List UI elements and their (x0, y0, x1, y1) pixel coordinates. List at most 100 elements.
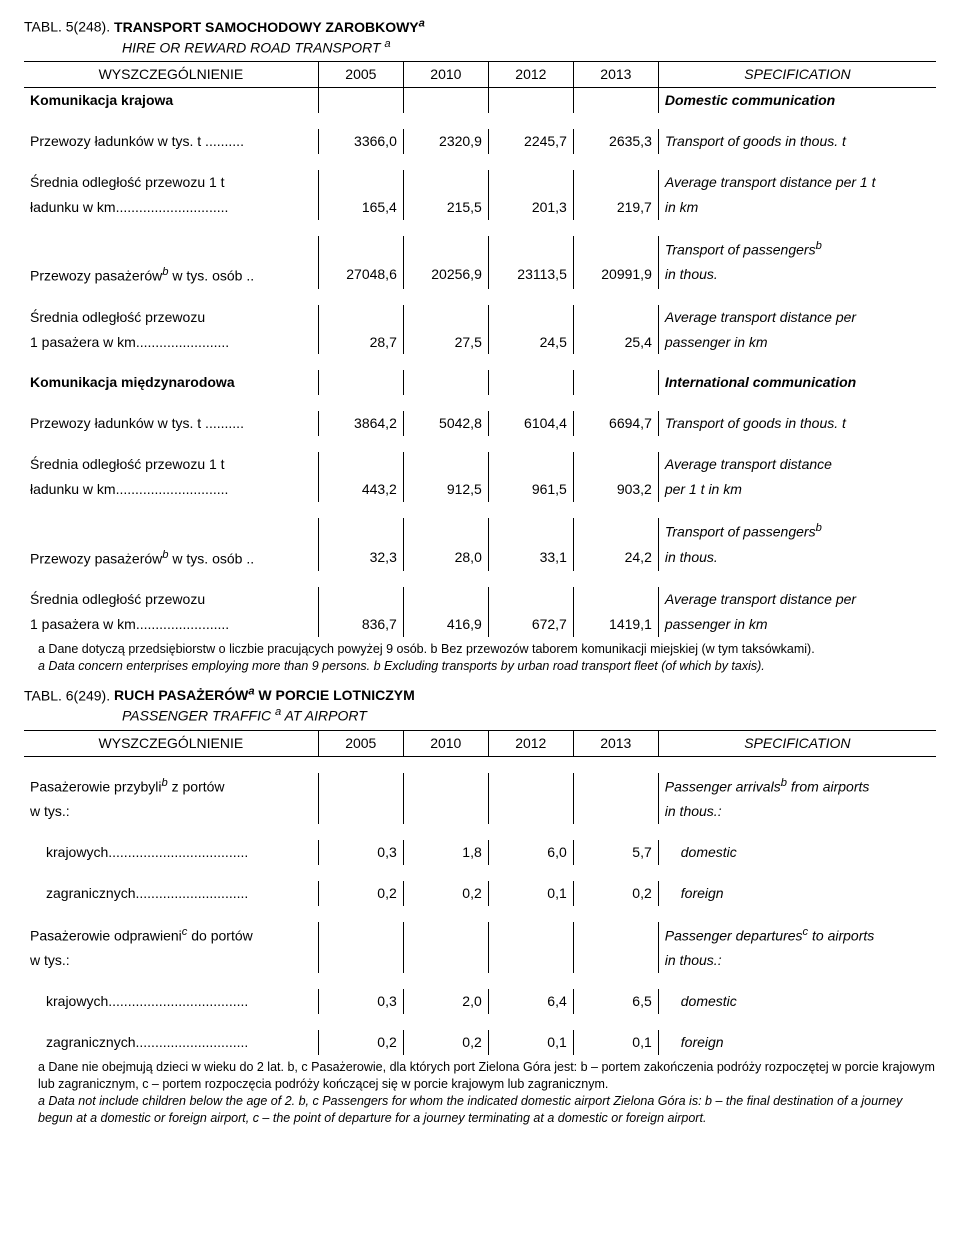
table-row: zagranicznych...........................… (24, 1030, 936, 1055)
table-row: Średnia odległość przewozu 1 tAverage tr… (24, 452, 936, 477)
cell-value: 961,5 (488, 477, 573, 502)
col-specification: SPECIFICATION (658, 62, 936, 88)
cell-value (318, 922, 403, 949)
table-row: Pasażerowie odprawienic do portówPasseng… (24, 922, 936, 949)
cell-value (403, 305, 488, 330)
row-label-pl: w tys.: (24, 799, 318, 824)
cell-value: 32,3 (318, 545, 403, 572)
cell-value (403, 370, 488, 395)
cell-value: 24,5 (488, 330, 573, 355)
table-row: Przewozy ładunków w tys. t ..........336… (24, 129, 936, 154)
cell-value: 28,0 (403, 545, 488, 572)
cell-value: 28,7 (318, 330, 403, 355)
table2-main: RUCH PASAŻERÓWa W PORCIE LOTNICZYM (114, 687, 415, 703)
table-row (24, 395, 936, 411)
cell-value (573, 305, 658, 330)
cell-value: 6104,4 (488, 411, 573, 436)
cell-value (573, 87, 658, 112)
cell-value (573, 518, 658, 545)
cell-value: 0,1 (488, 1030, 573, 1055)
table-row: Przewozy pasażerówb w tys. osób ..32,328… (24, 545, 936, 572)
table1-label: TABL. 5(248). (24, 19, 110, 35)
cell-value: 165,4 (318, 195, 403, 220)
cell-value (403, 170, 488, 195)
row-label-en: Average transport distance per 1 t (658, 170, 936, 195)
cell-value: 5042,8 (403, 411, 488, 436)
cell-value: 215,5 (403, 195, 488, 220)
cell-value: 1,8 (403, 840, 488, 865)
col-wyszczegolnienie: WYSZCZEGÓLNIENIE (24, 62, 318, 88)
table2-footnote: a Dane nie obejmują dzieci w wieku do 2 … (24, 1059, 936, 1127)
table2-head: WYSZCZEGÓLNIENIE 2005 2010 2012 2013 SPE… (24, 730, 936, 756)
row-label-en: Transport of passengersb (658, 518, 936, 545)
row-label-pl: ładunku w km............................… (24, 477, 318, 502)
cell-value (318, 799, 403, 824)
table2-subtitle: PASSENGER TRAFFIC a AT AIRPORT (122, 705, 936, 726)
row-label-pl: ładunku w km............................… (24, 195, 318, 220)
cell-value (573, 799, 658, 824)
table-row: 1 pasażera w km........................8… (24, 612, 936, 637)
table-row: krajowych...............................… (24, 989, 936, 1014)
row-label-en: domestic (658, 840, 936, 865)
table-row (24, 354, 936, 370)
table-row: Przewozy ładunków w tys. t ..........386… (24, 411, 936, 436)
table-row (24, 1014, 936, 1030)
row-label-en: per 1 t in km (658, 477, 936, 502)
table2-label: TABL. 6(249). (24, 687, 110, 703)
table-row: Komunikacja krajowaDomestic communicatio… (24, 87, 936, 112)
row-label-pl: Przewozy pasażerówb w tys. osób .. (24, 262, 318, 289)
row-label-en: Transport of goods in thous. t (658, 129, 936, 154)
cell-value (318, 518, 403, 545)
table1-footnote: a Dane dotyczą przedsiębiorstw o liczbie… (24, 641, 936, 675)
cell-value (573, 587, 658, 612)
row-label-en: domestic (658, 989, 936, 1014)
cell-value (403, 922, 488, 949)
cell-value: 3366,0 (318, 129, 403, 154)
table1-body: Komunikacja krajowaDomestic communicatio… (24, 87, 936, 636)
row-label-pl: Pasażerowie przybylib z portów (24, 773, 318, 800)
row-label-pl (24, 518, 318, 545)
cell-value: 25,4 (573, 330, 658, 355)
cell-value (403, 948, 488, 973)
cell-value: 20256,9 (403, 262, 488, 289)
cell-value: 3864,2 (318, 411, 403, 436)
table-row: ładunku w km............................… (24, 477, 936, 502)
col-wyszczegolnienie: WYSZCZEGÓLNIENIE (24, 730, 318, 756)
row-label-en: International communication (658, 370, 936, 395)
col-2012: 2012 (488, 730, 573, 756)
row-label-pl: zagranicznych...........................… (24, 1030, 318, 1055)
row-label-en: Domestic communication (658, 87, 936, 112)
table-row: Komunikacja międzynarodowaInternational … (24, 370, 936, 395)
row-label-en: Average transport distance per (658, 587, 936, 612)
table-row (24, 220, 936, 236)
cell-value: 912,5 (403, 477, 488, 502)
col-2005: 2005 (318, 730, 403, 756)
cell-value: 443,2 (318, 477, 403, 502)
cell-value: 0,2 (318, 881, 403, 906)
row-label-pl (24, 236, 318, 263)
table-row: Średnia odległość przewozuAverage transp… (24, 587, 936, 612)
row-label-pl: Średnia odległość przewozu 1 t (24, 170, 318, 195)
cell-value: 5,7 (573, 840, 658, 865)
cell-value (318, 773, 403, 800)
cell-value (318, 370, 403, 395)
table-row (24, 973, 936, 989)
cell-value (403, 773, 488, 800)
row-label-pl: Średnia odległość przewozu (24, 305, 318, 330)
cell-value: 2245,7 (488, 129, 573, 154)
cell-value (488, 518, 573, 545)
table1: WYSZCZEGÓLNIENIE 2005 2010 2012 2013 SPE… (24, 61, 936, 637)
cell-value (488, 922, 573, 949)
cell-value: 2635,3 (573, 129, 658, 154)
row-label-pl: Pasażerowie odprawienic do portów (24, 922, 318, 949)
table1-subtitle: HIRE OR REWARD ROAD TRANSPORT a (122, 37, 936, 58)
cell-value (318, 236, 403, 263)
cell-value: 0,2 (573, 881, 658, 906)
cell-value (318, 948, 403, 973)
row-label-pl: Średnia odległość przewozu 1 t (24, 452, 318, 477)
cell-value (488, 773, 573, 800)
cell-value: 219,7 (573, 195, 658, 220)
table-row (24, 289, 936, 305)
cell-value: 0,3 (318, 989, 403, 1014)
cell-value (573, 773, 658, 800)
